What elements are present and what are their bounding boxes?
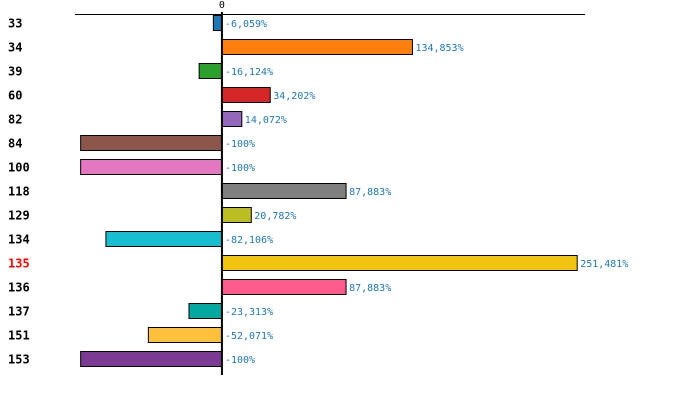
value-label: -23,313% (225, 307, 273, 318)
value-label: -100% (225, 139, 255, 150)
bar-135 (221, 255, 578, 271)
category-label: 34 (8, 41, 22, 55)
value-label: 251,481% (580, 259, 628, 270)
bar-82 (221, 111, 243, 127)
category-label: 137 (8, 305, 30, 319)
value-label: 87,883% (349, 283, 391, 294)
category-label: 100 (8, 161, 30, 175)
category-label: 136 (8, 281, 30, 295)
x-tick-label: 0 (219, 0, 225, 11)
category-label: 153 (8, 353, 30, 367)
category-label: 135 (8, 257, 30, 271)
bar-134 (105, 231, 223, 247)
value-label: -100% (225, 355, 255, 366)
value-label: -52,071% (225, 331, 273, 342)
bar-84 (80, 135, 223, 151)
bar-39 (198, 63, 223, 79)
value-label: -16,124% (225, 67, 273, 78)
bar-136 (221, 279, 347, 295)
category-label: 118 (8, 185, 30, 199)
value-label: 20,782% (254, 211, 296, 222)
value-label: 134,853% (415, 43, 463, 54)
bar-118 (221, 183, 347, 199)
bar-129 (221, 207, 252, 223)
bar-153 (80, 351, 223, 367)
bar-34 (221, 39, 413, 55)
category-label: 151 (8, 329, 30, 343)
category-label: 60 (8, 89, 22, 103)
value-label: -6,059% (225, 19, 267, 30)
category-label: 82 (8, 113, 22, 127)
category-label: 33 (8, 17, 22, 31)
category-label: 129 (8, 209, 30, 223)
value-label: 14,072% (245, 115, 287, 126)
bar-60 (221, 87, 271, 103)
category-label: 134 (8, 233, 30, 247)
category-label: 39 (8, 65, 22, 79)
bar-151 (147, 327, 223, 343)
value-label: 87,883% (349, 187, 391, 198)
bar-100 (80, 159, 223, 175)
value-label: 34,202% (273, 91, 315, 102)
value-label: -82,106% (225, 235, 273, 246)
value-label: -100% (225, 163, 255, 174)
bar-33 (212, 15, 223, 31)
category-label: 84 (8, 137, 22, 151)
bar-137 (188, 303, 223, 319)
